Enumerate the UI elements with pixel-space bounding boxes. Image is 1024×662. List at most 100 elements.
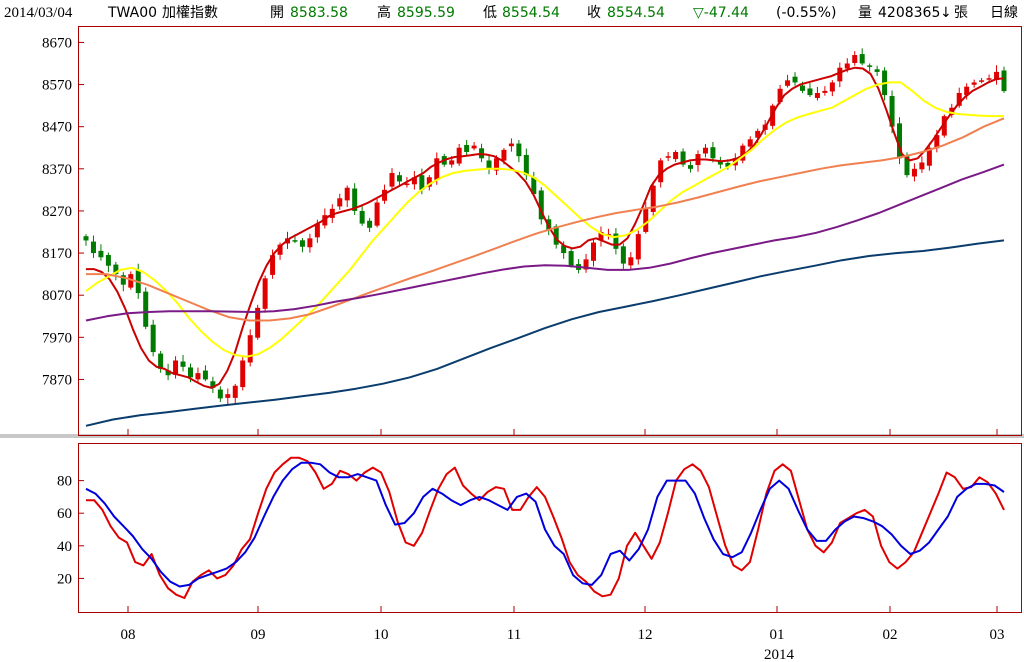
- price-panel-frame: [78, 26, 1022, 436]
- candle-body: [329, 208, 335, 218]
- candle-body: [889, 96, 895, 127]
- candle-body: [994, 71, 1000, 80]
- candle-body: [710, 147, 716, 159]
- candle-body: [814, 92, 820, 98]
- candle-body: [837, 67, 843, 82]
- price-tick-label: 8370: [42, 162, 72, 178]
- candle-body: [314, 223, 320, 238]
- time-tick-label: 10: [374, 627, 389, 643]
- open-label: 開: [270, 5, 284, 21]
- candle-body: [508, 143, 514, 147]
- kd-tick-label: 80: [57, 474, 72, 490]
- candle: [650, 181, 656, 216]
- candle-body: [583, 259, 589, 270]
- price-tick-label: 8270: [42, 204, 72, 220]
- candle-body: [956, 92, 962, 106]
- candle-body: [292, 240, 298, 242]
- kd-line-k: [86, 456, 1005, 599]
- symbol-code: TWA00: [108, 5, 158, 21]
- candle-body: [874, 69, 880, 72]
- kd-axis: 80 60 40 20: [57, 474, 84, 587]
- candle-body: [113, 264, 119, 275]
- candle-body: [352, 188, 358, 211]
- candle-body: [911, 168, 917, 177]
- candle-body: [725, 162, 731, 167]
- candle-body: [255, 307, 261, 338]
- candle: [717, 156, 723, 169]
- candle-body: [941, 116, 947, 136]
- volume-down-arrow-icon: ↓: [940, 5, 952, 21]
- candle-body: [158, 353, 164, 369]
- candle-body: [128, 274, 134, 288]
- ma-line-ma20: [85, 81, 1004, 358]
- candle: [426, 175, 432, 191]
- kd-panel-frame: [78, 443, 1022, 613]
- candle: [247, 329, 253, 367]
- candle-body: [516, 143, 522, 157]
- candle-body: [143, 291, 149, 327]
- ma-line-ma5: [86, 66, 1005, 389]
- candle: [941, 114, 947, 138]
- candle-body: [613, 233, 619, 249]
- candle: [680, 148, 686, 167]
- kd-tick-label: 40: [57, 539, 72, 555]
- candle: [150, 319, 156, 357]
- candle: [740, 143, 746, 164]
- candle-body: [680, 151, 686, 165]
- candle-body: [471, 145, 477, 149]
- candle-body: [799, 85, 805, 91]
- candle-body: [98, 250, 104, 258]
- candle-body: [180, 361, 186, 367]
- time-axis: 08 09 10 11 12 01 02 03 2014: [121, 429, 1005, 662]
- candle: [508, 138, 514, 152]
- period-label: 日線: [990, 5, 1018, 21]
- candle: [792, 72, 798, 86]
- candle: [568, 247, 574, 268]
- candle: [979, 78, 985, 84]
- candle: [389, 168, 395, 191]
- candle: [411, 171, 417, 190]
- year-label: 2014: [764, 647, 795, 662]
- candle-body: [628, 257, 634, 266]
- candle: [605, 228, 611, 240]
- candle-body: [210, 381, 216, 388]
- time-tick-label: 09: [251, 627, 266, 643]
- candle: [994, 65, 1000, 85]
- kd-tick-label: 60: [57, 506, 72, 522]
- candle-body: [531, 177, 537, 195]
- candle-body: [120, 275, 126, 285]
- candle-body: [591, 242, 597, 261]
- candle: [635, 230, 641, 265]
- candle: [396, 171, 402, 186]
- candle-body: [747, 139, 753, 147]
- candle-body: [419, 175, 425, 190]
- candle-body: [83, 236, 89, 241]
- candle-body: [829, 82, 835, 92]
- candle-body: [90, 241, 96, 254]
- candle-body: [404, 183, 410, 186]
- candle: [83, 234, 89, 246]
- candle-body: [367, 220, 373, 228]
- candle: [702, 144, 708, 158]
- candle-body: [568, 251, 574, 266]
- change-percent: (-0.55%): [776, 5, 837, 21]
- candle-body: [785, 80, 791, 86]
- candle: [785, 74, 791, 88]
- candle-body: [964, 86, 970, 96]
- candle: [262, 275, 268, 313]
- price-tick-label: 8170: [42, 246, 72, 262]
- price-tick-label: 8570: [42, 78, 72, 94]
- candle-body: [411, 177, 417, 185]
- volume-label: 量: [858, 5, 872, 21]
- candle: [113, 261, 119, 281]
- candle: [195, 367, 201, 383]
- candle-body: [702, 147, 708, 154]
- volume-unit: 張: [954, 5, 968, 21]
- candle-body: [643, 208, 649, 232]
- candle-body: [844, 63, 850, 69]
- price-tick-label: 7970: [42, 330, 72, 346]
- candle-body: [374, 202, 380, 226]
- price-tick-label: 7870: [42, 372, 72, 388]
- candle: [613, 228, 619, 255]
